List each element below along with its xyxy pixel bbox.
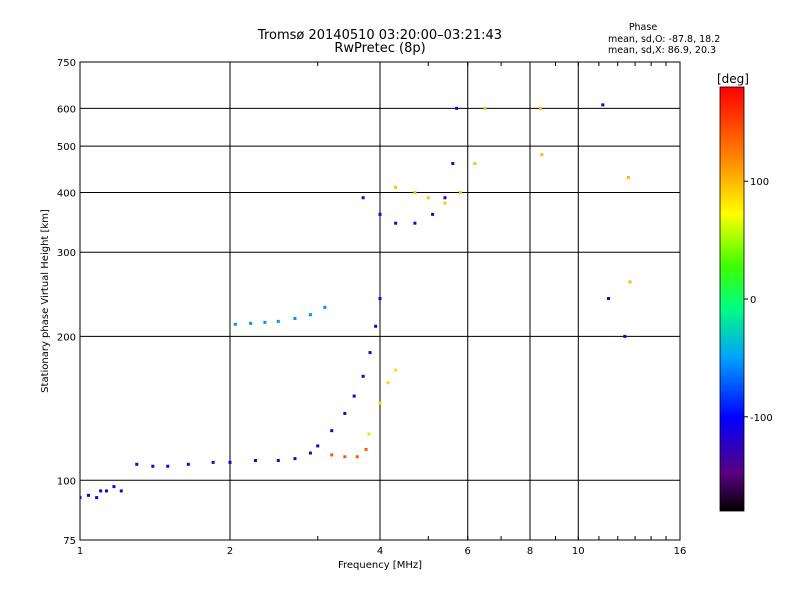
y-tick-label: 200	[57, 332, 76, 343]
data-point	[330, 429, 334, 433]
data-point	[431, 212, 435, 216]
x-tick-label: 4	[377, 546, 383, 557]
chart-title: Tromsø 20140510 03:20:00–03:21:43	[257, 28, 502, 43]
data-point	[119, 489, 123, 493]
chart-subtitle: RwPretec (8p)	[334, 41, 425, 56]
data-point	[443, 201, 447, 205]
data-point	[86, 493, 90, 497]
data-point	[458, 190, 462, 194]
data-point	[166, 464, 170, 468]
data-point	[394, 221, 398, 225]
data-point	[80, 496, 82, 500]
colorbar	[719, 86, 745, 512]
data-point	[263, 320, 267, 324]
colorbar-ticks: 100 0 -100	[744, 177, 773, 424]
data-point	[228, 460, 232, 464]
data-point	[104, 489, 108, 493]
data-point	[628, 280, 632, 284]
data-point	[316, 444, 320, 448]
colorbar-tick-label: 100	[750, 177, 769, 188]
x-tick-label: 6	[465, 546, 471, 557]
data-point	[413, 221, 417, 225]
colorbar-tick-label: -100	[750, 413, 773, 424]
data-point	[293, 457, 297, 461]
y-axis-ticks: 75 100 200 300 400 500 600 750	[57, 58, 76, 547]
data-point	[601, 103, 605, 107]
y-tick-label: 75	[63, 536, 76, 547]
data-point	[249, 321, 253, 325]
data-point	[253, 458, 257, 462]
data-point	[95, 496, 99, 500]
x-tick-label: 10	[572, 546, 585, 557]
data-point	[394, 368, 398, 372]
data-point	[276, 458, 280, 462]
data-point	[293, 316, 297, 320]
data-point	[443, 196, 447, 200]
x-axis-label: Frequency [MHz]	[338, 560, 422, 571]
data-point	[426, 196, 430, 200]
data-point	[539, 106, 543, 110]
data-point	[330, 453, 334, 457]
y-tick-label: 750	[57, 58, 76, 69]
stats-line-x: mean, sd,X: 86.9, 20.3	[608, 45, 716, 56]
data-point	[364, 447, 368, 451]
data-point	[233, 322, 237, 326]
data-point	[361, 374, 365, 378]
data-point	[367, 432, 371, 436]
data-point	[394, 185, 398, 189]
x-axis-ticks: 1 2 4 6 8 10 16	[77, 62, 687, 557]
stats-line-o: mean, sd,O: -87.8, 18.2	[608, 34, 720, 45]
stats-title: Phase	[629, 22, 658, 33]
y-tick-label: 500	[57, 142, 76, 153]
data-point	[112, 485, 116, 489]
data-point	[186, 462, 190, 466]
x-tick-label: 16	[674, 546, 687, 557]
x-tick-label: 1	[77, 546, 83, 557]
data-point	[623, 334, 627, 338]
colorbar-tick-label: 0	[750, 295, 756, 306]
data-point	[308, 451, 312, 455]
data-point	[483, 106, 487, 110]
data-point	[451, 161, 455, 165]
data-point	[413, 190, 417, 194]
y-tick-label: 300	[57, 248, 76, 259]
data-points	[80, 103, 632, 500]
data-point	[368, 351, 372, 355]
data-point	[276, 319, 280, 323]
data-point	[343, 455, 347, 459]
x-tick-label: 2	[227, 546, 233, 557]
data-point	[386, 381, 390, 385]
y-tick-label: 600	[57, 104, 76, 115]
data-point	[211, 460, 215, 464]
data-point	[540, 153, 544, 157]
data-point	[343, 411, 347, 415]
data-point	[135, 462, 139, 466]
y-tick-label: 100	[57, 476, 76, 487]
data-point	[374, 324, 378, 328]
colorbar-label: [deg]	[717, 72, 749, 86]
data-point	[378, 297, 382, 301]
data-point	[378, 212, 382, 216]
data-point	[455, 106, 459, 110]
data-point	[607, 297, 611, 301]
x-tick-label: 8	[527, 546, 533, 557]
data-point	[361, 196, 365, 200]
data-point	[151, 464, 155, 468]
data-point	[473, 161, 477, 165]
data-point	[352, 394, 356, 398]
data-point	[355, 455, 359, 459]
data-point	[308, 313, 312, 317]
data-point	[323, 305, 327, 309]
data-point	[378, 401, 382, 405]
y-axis-label: Stationary phase Virtual Height [km]	[40, 209, 51, 393]
data-point	[99, 489, 103, 493]
data-point	[626, 175, 630, 179]
y-tick-label: 400	[57, 188, 76, 199]
grid-lines	[80, 62, 680, 540]
